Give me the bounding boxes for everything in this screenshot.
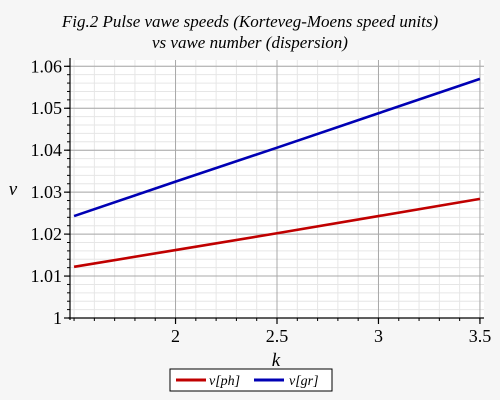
x-tick-label: 3.5: [469, 326, 492, 346]
x-tick-label: 2.5: [266, 326, 289, 346]
x-tick-label: 3: [374, 326, 383, 346]
series-line-v-ph: [73, 197, 481, 269]
chart-title-line-1: Fig.2 Pulse vawe speeds (Korteveg-Moens …: [61, 12, 439, 31]
y-tick-label: 1: [53, 308, 62, 328]
y-tick-label: 1.05: [31, 98, 63, 118]
series-layer: [73, 77, 481, 269]
x-tick-label: 2: [171, 326, 180, 346]
y-tick-label: 1.01: [31, 266, 63, 286]
y-tick-label: 1.02: [31, 224, 63, 244]
y-tick-label: 1.03: [31, 182, 63, 202]
series-line-v-gr: [73, 77, 481, 218]
legend-box: [169, 368, 333, 392]
axis-ticks: 2 2.5 3 3.5 1 1.01 1.02 1.03 1.04 1.05 1.06: [31, 56, 492, 346]
legend-label-v-gr: v[gr]: [289, 374, 319, 389]
chart-title-line-2: vs vawe number (dispersion): [152, 33, 348, 52]
y-axis-label: v: [9, 179, 18, 200]
legend: v[ph] v[gr]: [169, 368, 333, 392]
x-axis-label: k: [272, 350, 281, 371]
y-tick-label: 1.06: [31, 56, 63, 76]
legend-label-v-ph: v[ph]: [209, 374, 240, 389]
y-tick-label: 1.04: [31, 140, 63, 160]
